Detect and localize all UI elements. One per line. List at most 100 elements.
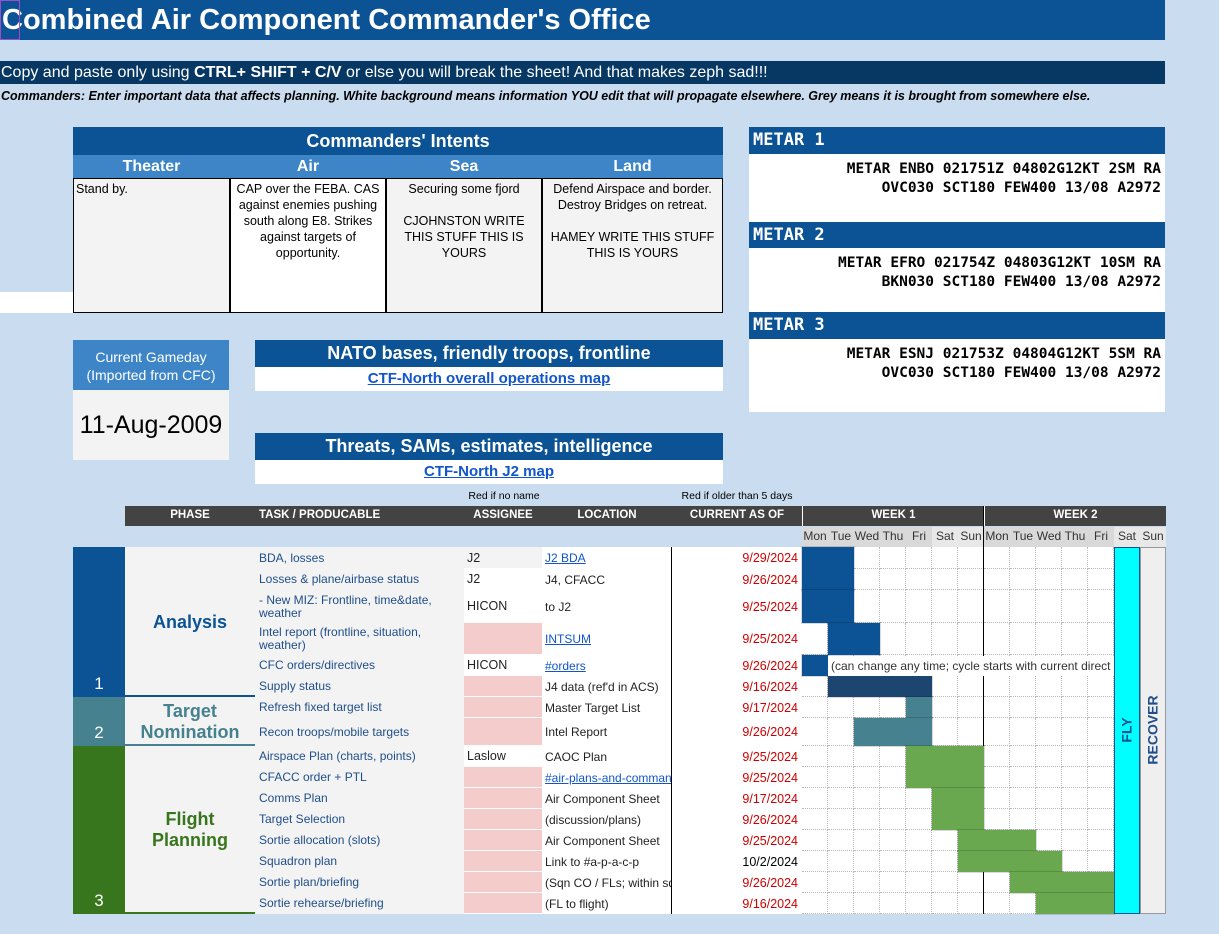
location-cell[interactable]: J4, CFACC bbox=[542, 569, 672, 590]
assignee-cell[interactable]: J2 bbox=[464, 569, 542, 590]
gantt-cell bbox=[854, 746, 880, 767]
gantt-cell bbox=[1062, 547, 1088, 569]
assignee-cell[interactable]: J2 bbox=[464, 547, 542, 569]
location-cell[interactable]: CAOC Plan bbox=[542, 746, 672, 767]
gantt-cell bbox=[802, 746, 828, 767]
gantt-cell bbox=[1062, 851, 1088, 872]
gantt-cell bbox=[802, 676, 828, 697]
task-cell[interactable]: Sortie allocation (slots) bbox=[255, 830, 464, 851]
location-cell[interactable]: Link to #a-p-a-c-p bbox=[542, 851, 672, 872]
location-cell[interactable]: to J2 bbox=[542, 590, 672, 623]
th-week2: WEEK 2 bbox=[984, 506, 1166, 526]
gantt-cell bbox=[1088, 851, 1114, 872]
gantt-cell bbox=[1036, 788, 1062, 809]
task-cell[interactable]: Airspace Plan (charts, points) bbox=[255, 746, 464, 767]
gantt-cell bbox=[1010, 697, 1036, 718]
gantt-cell bbox=[828, 830, 854, 851]
gantt-cell bbox=[984, 547, 1010, 569]
location-link[interactable]: INTSUM bbox=[545, 632, 591, 646]
assignee-cell[interactable] bbox=[464, 623, 542, 655]
location-cell[interactable]: J4 data (ref'd in ACS) bbox=[542, 676, 672, 697]
location-cell[interactable]: #orders bbox=[542, 655, 672, 676]
assignee-cell[interactable] bbox=[464, 893, 542, 914]
phase-color-block bbox=[73, 746, 125, 914]
gantt-cell bbox=[828, 872, 854, 893]
intent-air[interactable]: CAP over the FEBA. CAS against enemies p… bbox=[230, 178, 386, 313]
current-as-of-cell: 9/26/2024 bbox=[672, 569, 802, 590]
map-header-threats: Threats, SAMs, estimates, intelligence bbox=[255, 433, 723, 460]
task-cell[interactable]: Comms Plan bbox=[255, 788, 464, 809]
gantt-cell bbox=[1036, 718, 1062, 746]
intent-land[interactable]: Defend Airspace and border. Destroy Brid… bbox=[542, 178, 723, 313]
assignee-cell[interactable] bbox=[464, 718, 542, 746]
task-cell[interactable]: - New MIZ: Frontline, time&date, weather bbox=[255, 590, 464, 623]
gantt-cell bbox=[854, 590, 880, 623]
gantt-cell bbox=[932, 569, 958, 590]
assignee-cell[interactable]: Laslow bbox=[464, 746, 542, 767]
map-link-j2[interactable]: CTF-North J2 map bbox=[255, 460, 723, 484]
task-cell[interactable]: Target Selection bbox=[255, 809, 464, 830]
assignee-cell[interactable] bbox=[464, 697, 542, 718]
gantt-cell bbox=[880, 788, 906, 809]
location-cell[interactable]: INTSUM bbox=[542, 623, 672, 655]
task-cell[interactable]: BDA, losses bbox=[255, 547, 464, 569]
location-cell[interactable]: Intel Report bbox=[542, 718, 672, 746]
task-cell[interactable]: CFC orders/directives bbox=[255, 655, 464, 676]
task-cell[interactable]: Squadron plan bbox=[255, 851, 464, 872]
task-cell[interactable]: Intel report (frontline, situation, weat… bbox=[255, 623, 464, 655]
assignee-cell[interactable] bbox=[464, 809, 542, 830]
assignee-cell[interactable] bbox=[464, 872, 542, 893]
assignee-cell[interactable] bbox=[464, 767, 542, 788]
current-as-of-cell: 9/25/2024 bbox=[672, 830, 802, 851]
gantt-cell bbox=[828, 746, 854, 767]
task-cell[interactable]: Supply status bbox=[255, 676, 464, 697]
location-cell[interactable]: J2 BDA bbox=[542, 547, 672, 569]
assignee-cell[interactable]: HICON bbox=[464, 655, 542, 676]
operations-map-link[interactable]: CTF-North overall operations map bbox=[367, 370, 611, 387]
day-header: Thu bbox=[880, 527, 906, 547]
task-cell[interactable]: Sortie rehearse/briefing bbox=[255, 893, 464, 914]
intent-theater[interactable]: Stand by. bbox=[73, 178, 230, 313]
task-cell[interactable]: CFACC order + PTL bbox=[255, 767, 464, 788]
day-header: Sat bbox=[932, 527, 958, 547]
task-cell[interactable]: Recon troops/mobile targets bbox=[255, 718, 464, 746]
location-cell[interactable]: Master Target List bbox=[542, 697, 672, 718]
map-header-nato: NATO bases, friendly troops, frontline bbox=[255, 340, 723, 367]
location-cell[interactable]: #air-plans-and-comman bbox=[542, 767, 672, 788]
intent-sea[interactable]: Securing some fjord CJOHNSTON WRITE THIS… bbox=[386, 178, 542, 313]
th-location: LOCATION bbox=[542, 506, 672, 526]
location-cell[interactable]: Air Component Sheet bbox=[542, 788, 672, 809]
location-link[interactable]: #orders bbox=[545, 658, 586, 673]
gantt-cell bbox=[802, 623, 828, 655]
location-cell[interactable]: Air Component Sheet bbox=[542, 830, 672, 851]
gantt-cell bbox=[932, 851, 958, 872]
gantt-cell bbox=[932, 718, 958, 746]
task-cell[interactable]: Refresh fixed target list bbox=[255, 697, 464, 718]
location-cell[interactable]: (FL to flight) bbox=[542, 893, 672, 914]
gantt-cell bbox=[828, 809, 854, 830]
location-cell[interactable]: (Sqn CO / FLs; within sq bbox=[542, 872, 672, 893]
task-cell[interactable]: Sortie plan/briefing bbox=[255, 872, 464, 893]
gantt-cell bbox=[880, 893, 906, 914]
day-header: Sun bbox=[958, 527, 984, 547]
j2-map-link[interactable]: CTF-North J2 map bbox=[423, 463, 554, 480]
location-link[interactable]: J2 BDA bbox=[545, 551, 586, 565]
location-cell[interactable]: (discussion/plans) bbox=[542, 809, 672, 830]
location-link[interactable]: #air-plans-and-comman bbox=[545, 770, 672, 785]
assignee-cell[interactable] bbox=[464, 851, 542, 872]
assignee-cell[interactable] bbox=[464, 788, 542, 809]
gantt-cell bbox=[1010, 893, 1036, 914]
cell-cursor bbox=[0, 0, 20, 40]
fly-column bbox=[1114, 547, 1140, 914]
gantt-cell bbox=[1010, 676, 1036, 697]
task-cell[interactable]: Losses & plane/airbase status bbox=[255, 569, 464, 590]
gantt-cell bbox=[880, 872, 906, 893]
map-link-operations[interactable]: CTF-North overall operations map bbox=[255, 367, 723, 391]
week-divider bbox=[983, 506, 984, 914]
gantt-cell bbox=[1062, 746, 1088, 767]
gantt-cell bbox=[880, 851, 906, 872]
assignee-cell[interactable]: HICON bbox=[464, 590, 542, 623]
assignee-cell[interactable] bbox=[464, 676, 542, 697]
phase-name: Analysis bbox=[125, 547, 255, 697]
assignee-cell[interactable] bbox=[464, 830, 542, 851]
